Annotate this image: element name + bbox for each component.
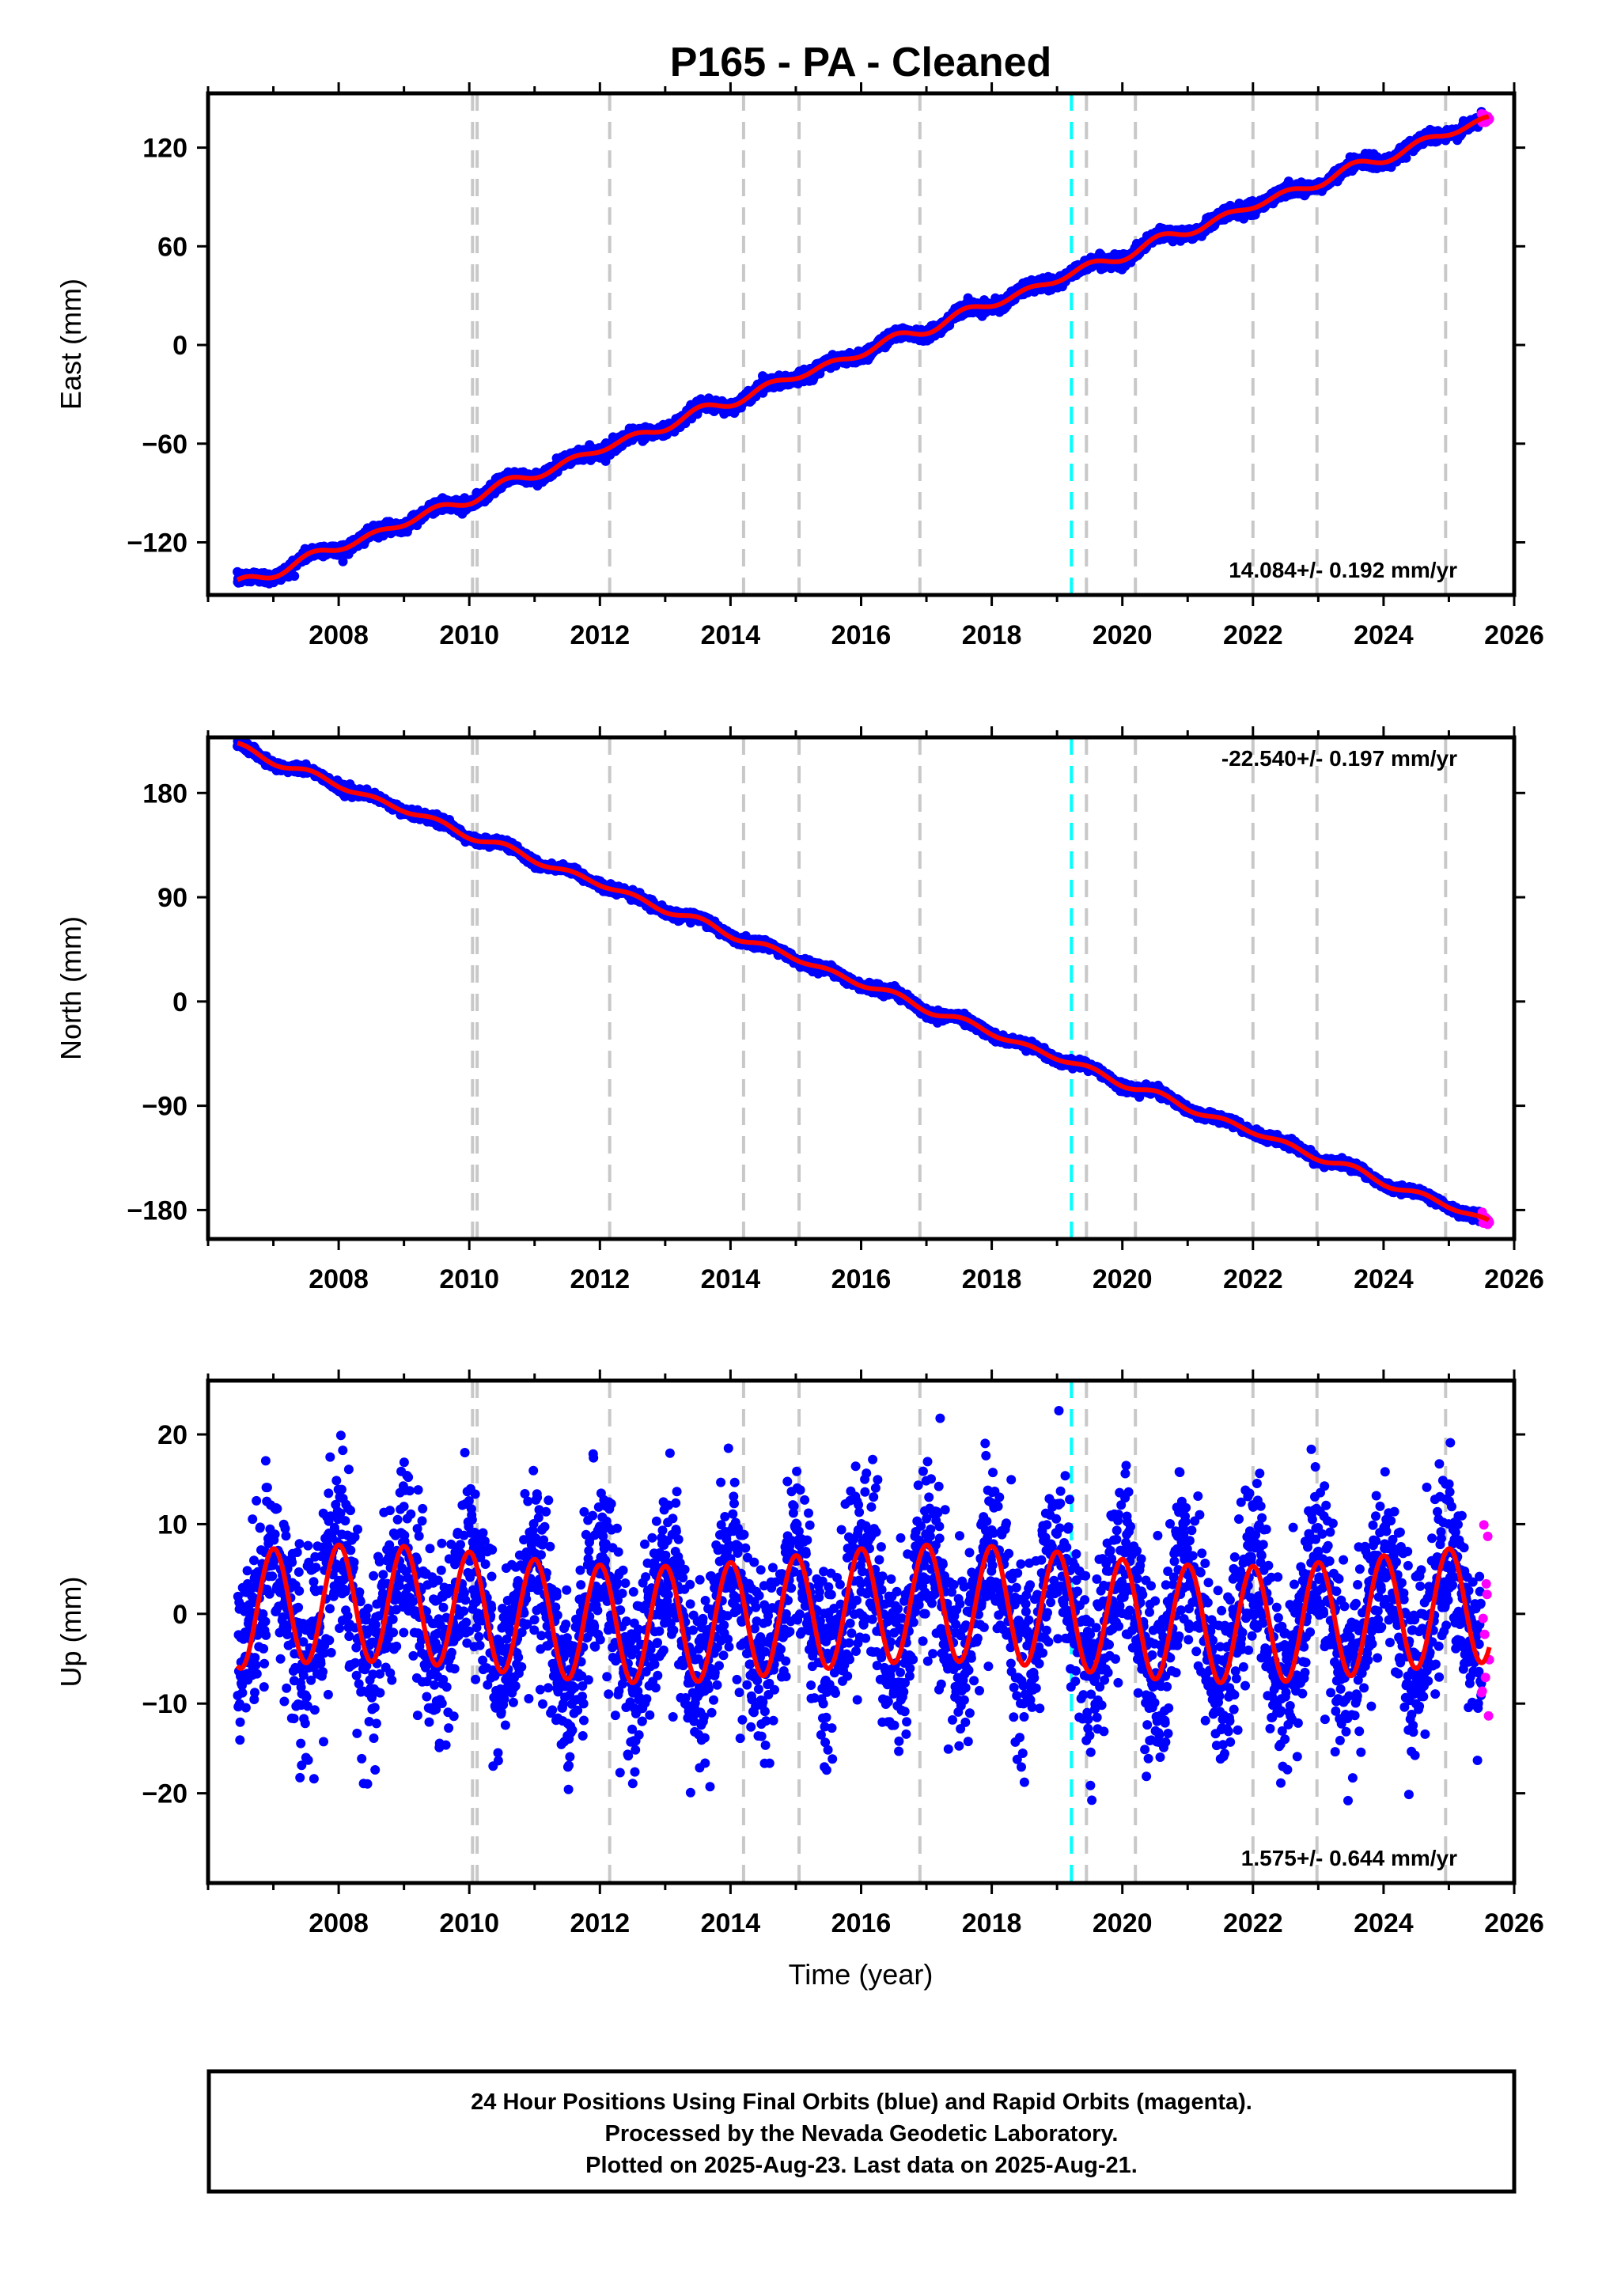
north-panel: 2008 2010 2012 2014 2016 2018 2020 2022 2024 2026… [55, 726, 1544, 1294]
data-point [290, 571, 300, 582]
x-tick-label: 2026 [1484, 620, 1544, 650]
x-tick-label: 2024 [1354, 620, 1414, 650]
x-tick-label: 2016 [831, 620, 892, 650]
figure-title: P165 - PA - Cleaned [670, 40, 1052, 85]
plot-area [233, 737, 1494, 1239]
x-tick-label: 2012 [570, 620, 630, 650]
x-tick-label: 2020 [1093, 620, 1153, 650]
y-tick-label: 60 [157, 232, 187, 262]
east-panel: 2008 2010 2012 2014 2016 2018 2020 2022 2024 2026… [55, 82, 1544, 650]
x-tick-label: 2008 [309, 620, 369, 650]
y-tick-label: −60 [142, 430, 187, 460]
velocity-label: 14.084+/- 0.192 mm/yr [1229, 558, 1457, 582]
x-tick-label: 2010 [439, 620, 499, 650]
x-tick-label: 2018 [962, 620, 1022, 650]
y-tick-label: −120 [127, 528, 187, 558]
data-point [338, 556, 348, 566]
plot-area [233, 93, 1494, 595]
x-tick-label: 2014 [701, 620, 761, 650]
y-tick-label: 0 [172, 331, 187, 361]
y-axis-label: East (mm) [55, 278, 87, 410]
y-tick-label: 120 [142, 134, 187, 164]
x-tick-label: 2022 [1223, 620, 1283, 650]
